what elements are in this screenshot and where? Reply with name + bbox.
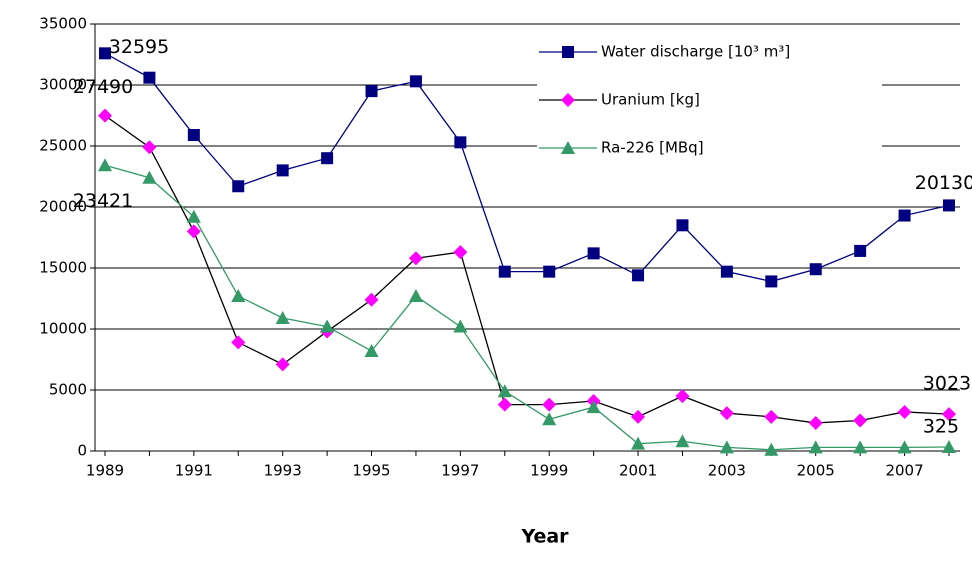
marker (765, 275, 778, 288)
marker (853, 440, 868, 454)
marker (808, 440, 823, 454)
marker (364, 343, 379, 357)
marker (275, 357, 290, 372)
marker (942, 199, 955, 212)
marker (453, 319, 468, 333)
y-tick-label: 20000 (39, 198, 87, 216)
marker (808, 415, 823, 430)
x-tick-label: 2003 (708, 462, 746, 480)
marker (941, 440, 956, 454)
marker (98, 158, 112, 172)
y-tick-label: 15000 (39, 259, 87, 277)
marker (631, 436, 646, 450)
series-line (104, 52, 950, 283)
marker (364, 292, 379, 307)
marker (232, 180, 245, 193)
marker (186, 209, 201, 223)
marker (854, 244, 867, 257)
y-tick-label: 30000 (39, 76, 87, 94)
series-line (104, 164, 949, 451)
marker (186, 224, 201, 239)
x-tick-label: 1997 (441, 462, 479, 480)
marker (809, 263, 822, 276)
legend-label: Uranium [kg] (601, 91, 700, 109)
legend-marker (561, 141, 575, 154)
x-tick-label: 1993 (264, 462, 302, 480)
x-tick-label: 2005 (797, 462, 835, 480)
legend-label: Water discharge [10³ m³] (601, 43, 790, 61)
marker (143, 71, 156, 84)
x-tick-label: 1989 (86, 462, 124, 480)
marker (764, 442, 779, 456)
marker (276, 164, 289, 177)
marker (720, 265, 733, 278)
marker (764, 409, 779, 424)
marker (675, 389, 690, 404)
marker (497, 397, 512, 412)
marker (586, 400, 601, 414)
marker (676, 219, 689, 232)
marker (408, 289, 423, 303)
marker (98, 108, 112, 123)
marker (498, 265, 511, 278)
marker (631, 409, 646, 424)
marker (454, 136, 467, 149)
x-tick-label: 2001 (619, 462, 657, 480)
marker (99, 47, 111, 60)
marker (542, 397, 557, 412)
data-label: 32595 (109, 36, 169, 58)
data-label: 23421 (73, 190, 133, 212)
data-label: 3023 (923, 373, 971, 395)
legend-marker (561, 93, 575, 107)
marker (897, 440, 912, 454)
legend-label: Ra-226 [MBq] (601, 139, 704, 157)
data-label: 325 (923, 416, 959, 438)
marker (542, 412, 557, 426)
marker (275, 311, 290, 325)
marker (543, 265, 556, 278)
y-tick-label: 5000 (49, 381, 87, 399)
x-tick-label: 1991 (175, 462, 213, 480)
marker (675, 434, 690, 448)
y-tick-label: 10000 (39, 320, 87, 338)
marker (365, 85, 378, 98)
marker (587, 247, 600, 260)
marker (187, 129, 200, 142)
data-label: 20130 (915, 172, 972, 194)
marker (897, 404, 912, 419)
marker (632, 269, 645, 282)
marker (941, 407, 956, 422)
x-axis-title: Year (520, 526, 569, 548)
data-label: 27490 (73, 76, 133, 98)
marker (453, 245, 468, 260)
marker (320, 319, 335, 333)
x-tick-label: 1995 (352, 462, 390, 480)
marker (231, 335, 246, 350)
marker (497, 384, 512, 398)
legend-box (537, 30, 882, 180)
x-tick-label: 2007 (885, 462, 923, 480)
marker (142, 170, 157, 184)
legend-marker (562, 46, 574, 58)
marker (142, 140, 157, 155)
y-tick-label: 0 (77, 442, 87, 460)
marker (409, 75, 422, 88)
marker (719, 440, 734, 454)
y-tick-label: 25000 (39, 137, 87, 155)
marker (898, 209, 911, 222)
marker (408, 251, 423, 266)
marker (853, 413, 868, 428)
y-tick-label: 35000 (39, 15, 87, 33)
marker (231, 289, 246, 303)
marker (719, 406, 734, 421)
x-tick-label: 1999 (530, 462, 568, 480)
marker (321, 152, 334, 165)
